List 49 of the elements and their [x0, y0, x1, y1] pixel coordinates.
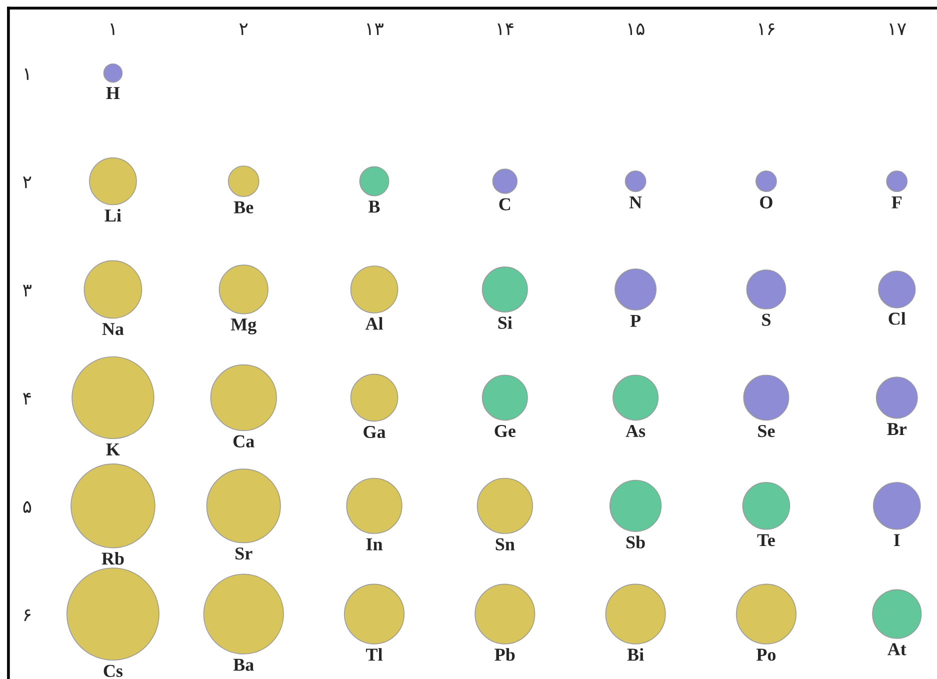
data-label: Cs [104, 664, 123, 678]
data-label: Cl [888, 312, 906, 325]
data-label: O [760, 196, 772, 208]
data-label: C [499, 198, 510, 210]
data-label: Ge [494, 424, 516, 438]
data-label: Si [498, 316, 512, 329]
y-tick-label: ۱ [24, 68, 28, 80]
x-tick-label: ۱۷ [890, 23, 906, 35]
data-label: Sn [496, 538, 515, 550]
x-tick-label: ۱۴ [498, 23, 514, 35]
data-label: S [762, 314, 770, 326]
y-tick-label: ۶ [24, 609, 30, 621]
data-label: As [626, 425, 646, 438]
data-label: Ba [233, 658, 254, 671]
y-tick-label: ۳ [22, 284, 32, 296]
x-tick-label: ۱۳ [367, 23, 384, 35]
data-label: Po [756, 648, 776, 661]
x-tick-label: ۲ [239, 23, 248, 35]
data-label: Se [758, 424, 775, 438]
data-label: Be [234, 201, 254, 214]
data-label: P [630, 314, 641, 327]
data-label: Na [102, 323, 124, 336]
data-label: Ga [364, 426, 386, 438]
data-label: Li [104, 208, 122, 222]
data-label: H [106, 87, 120, 99]
data-label: Br [887, 423, 907, 436]
data-label: Mg [230, 318, 256, 334]
data-label: Te [757, 534, 775, 546]
data-label: I [894, 534, 900, 546]
data-label: Al [365, 317, 383, 330]
data-label: B [368, 200, 380, 213]
data-label: Sb [626, 536, 645, 548]
x-tick-label: ۱۵ [628, 23, 644, 36]
data-label: Sr [236, 547, 252, 560]
x-tick-label: ۱۶ [758, 23, 774, 35]
data-label: Bi [627, 648, 644, 661]
y-tick-label: ۴ [23, 392, 31, 405]
data-label: Ca [233, 435, 254, 448]
data-label: Pb [494, 648, 515, 661]
data-label: F [892, 196, 902, 208]
y-tick-label: ۵ [23, 501, 32, 513]
data-label: Tl [366, 648, 382, 661]
data-label: At [888, 643, 906, 656]
data-label: Rb [102, 552, 124, 565]
x-tick-label: ۱ [110, 23, 114, 35]
data-label: N [629, 196, 642, 208]
data-label: K [106, 443, 120, 456]
data-label: In [366, 538, 383, 550]
y-tick-label: ۲ [23, 176, 32, 188]
